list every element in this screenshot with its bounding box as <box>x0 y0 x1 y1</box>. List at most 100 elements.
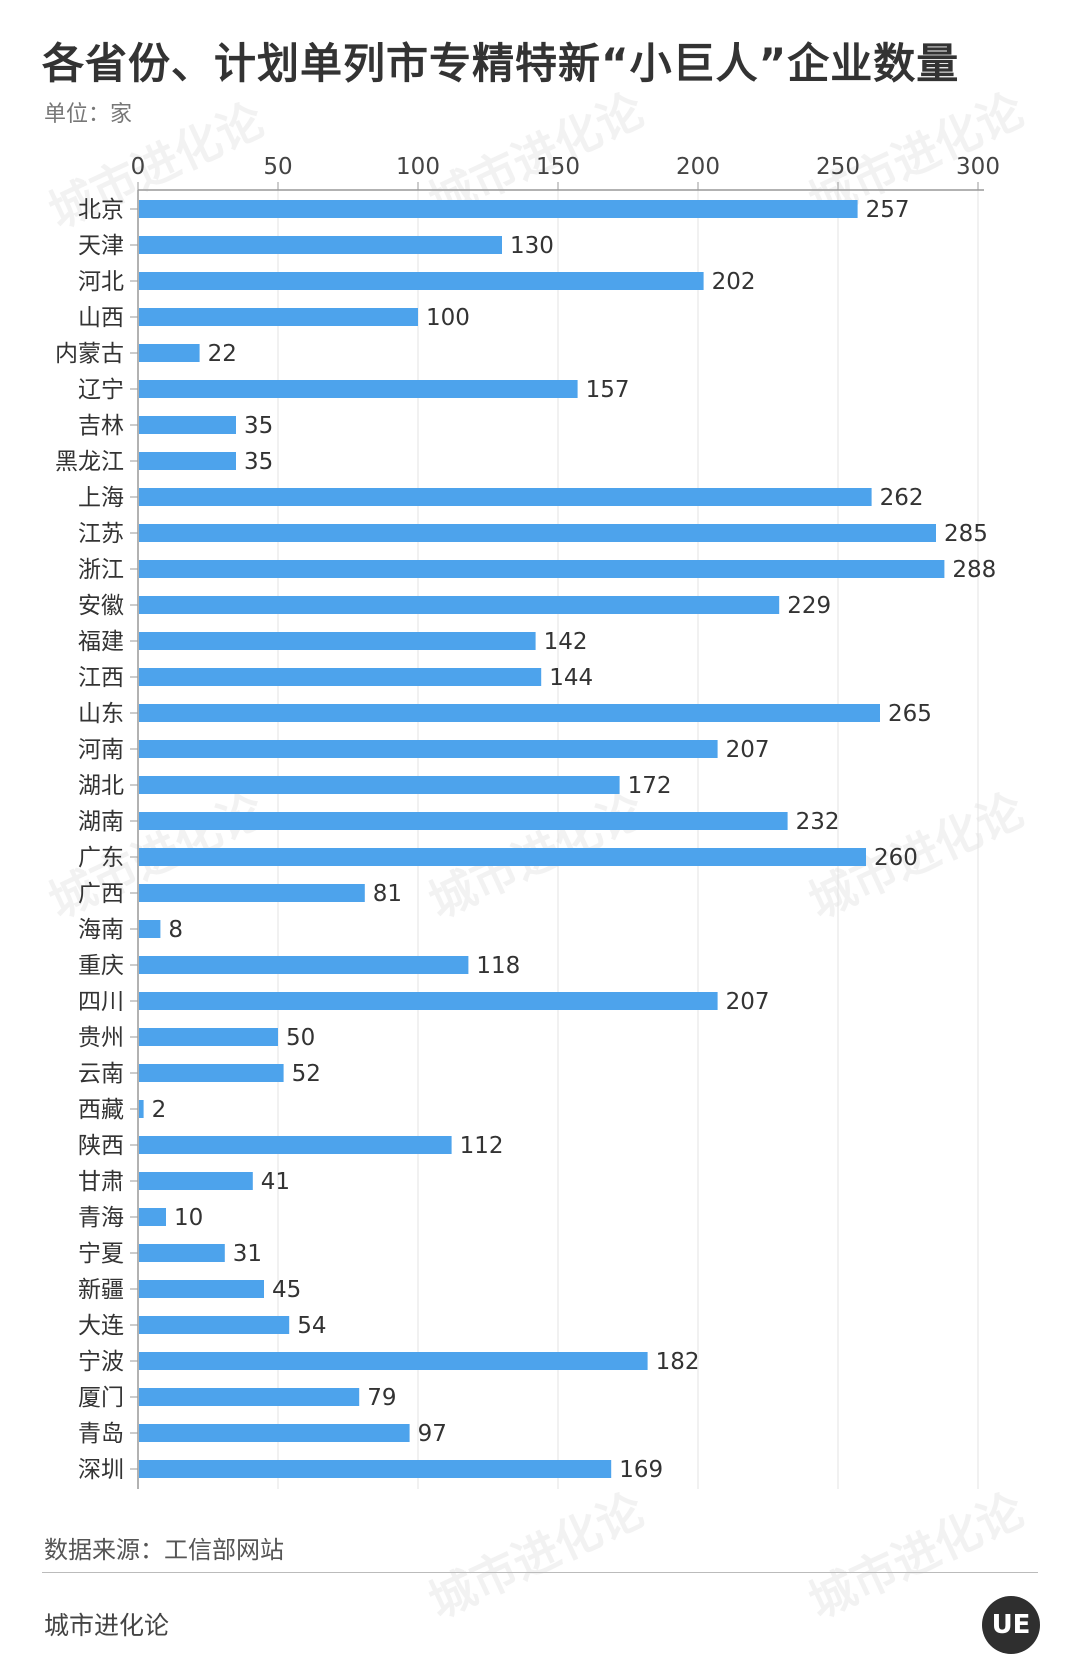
bar <box>139 1064 284 1082</box>
category-label: 湖北 <box>78 773 124 799</box>
bar <box>139 884 365 902</box>
category-label: 河北 <box>78 269 124 295</box>
bar <box>139 200 858 218</box>
category-label: 河南 <box>78 737 124 763</box>
bar <box>139 632 536 650</box>
bar <box>139 416 236 434</box>
category-label: 宁夏 <box>78 1241 124 1267</box>
data-label: 112 <box>460 1133 504 1159</box>
data-label: 207 <box>726 989 770 1015</box>
data-label: 31 <box>233 1241 262 1267</box>
category-label: 大连 <box>78 1313 124 1339</box>
data-label: 182 <box>656 1349 700 1375</box>
bar <box>139 236 502 254</box>
data-label: 207 <box>726 737 770 763</box>
data-label: 202 <box>712 269 756 295</box>
category-label: 西藏 <box>78 1097 124 1123</box>
category-label: 内蒙古 <box>55 341 124 367</box>
category-label: 海南 <box>78 917 124 943</box>
data-label: 169 <box>619 1457 663 1483</box>
bar <box>139 1316 290 1334</box>
data-label: 22 <box>208 341 237 367</box>
x-tick-label: 100 <box>396 154 440 180</box>
data-label: 50 <box>286 1025 315 1051</box>
data-label: 285 <box>944 521 988 547</box>
data-label: 79 <box>367 1385 396 1411</box>
bar <box>139 1136 452 1154</box>
bar <box>139 1244 225 1262</box>
category-label: 江西 <box>78 665 124 691</box>
unit-label: 单位：家 <box>44 102 133 127</box>
bar <box>139 776 620 794</box>
bar <box>139 596 780 614</box>
category-label: 陕西 <box>78 1133 124 1159</box>
data-label: 8 <box>168 917 183 943</box>
data-label: 100 <box>426 305 470 331</box>
x-tick-label: 250 <box>816 154 860 180</box>
category-label: 北京 <box>78 197 124 223</box>
data-label: 130 <box>510 233 554 259</box>
bar <box>139 1460 612 1478</box>
category-label: 山西 <box>78 305 124 331</box>
data-label: 45 <box>272 1277 301 1303</box>
data-label: 265 <box>888 701 932 727</box>
category-label: 天津 <box>78 233 124 259</box>
data-label: 81 <box>373 881 402 907</box>
data-label: 229 <box>787 593 831 619</box>
category-label: 青海 <box>78 1205 124 1231</box>
category-label: 上海 <box>78 485 124 511</box>
category-label: 新疆 <box>78 1277 124 1303</box>
category-label: 福建 <box>78 629 124 655</box>
data-label: 54 <box>297 1313 326 1339</box>
bar <box>139 308 418 326</box>
bar <box>139 452 236 470</box>
data-label: 35 <box>244 449 273 475</box>
category-label: 广东 <box>78 845 124 871</box>
bar <box>139 1208 166 1226</box>
data-label: 260 <box>874 845 918 871</box>
data-label: 52 <box>292 1061 321 1087</box>
footer-divider <box>42 1572 1038 1573</box>
data-label: 288 <box>952 557 996 583</box>
bar <box>139 560 945 578</box>
bar <box>139 344 200 362</box>
category-label: 广西 <box>78 881 124 907</box>
bar <box>139 524 936 542</box>
bar <box>139 1352 648 1370</box>
category-label: 重庆 <box>78 953 124 979</box>
category-label: 黑龙江 <box>55 449 124 475</box>
category-label: 云南 <box>78 1061 124 1087</box>
data-label: 232 <box>796 809 840 835</box>
bar <box>139 1100 144 1118</box>
bar <box>139 272 704 290</box>
data-label: 10 <box>174 1205 203 1231</box>
bar <box>139 1280 264 1298</box>
category-label: 安徽 <box>78 593 124 619</box>
data-label: 262 <box>880 485 924 511</box>
data-label: 172 <box>628 773 672 799</box>
bar <box>139 1388 360 1406</box>
category-label: 江苏 <box>78 521 124 547</box>
bar <box>139 380 578 398</box>
category-label: 辽宁 <box>78 377 124 403</box>
x-tick-label: 50 <box>263 154 292 180</box>
bar <box>139 668 542 686</box>
category-label: 宁波 <box>78 1349 124 1375</box>
category-label: 深圳 <box>78 1457 124 1483</box>
category-label: 浙江 <box>78 557 124 583</box>
category-label: 厦门 <box>78 1385 124 1411</box>
bar <box>139 704 880 722</box>
bar <box>139 992 718 1010</box>
bar <box>139 848 866 866</box>
category-label: 四川 <box>78 989 124 1015</box>
data-label: 118 <box>476 953 520 979</box>
data-source: 数据来源：工信部网站 <box>44 1536 284 1564</box>
bar <box>139 812 788 830</box>
data-label: 257 <box>866 197 910 223</box>
category-label: 贵州 <box>78 1025 124 1051</box>
data-label: 2 <box>152 1097 167 1123</box>
category-label: 湖南 <box>78 809 124 835</box>
data-label: 144 <box>549 665 593 691</box>
data-label: 142 <box>544 629 588 655</box>
data-label: 157 <box>586 377 630 403</box>
